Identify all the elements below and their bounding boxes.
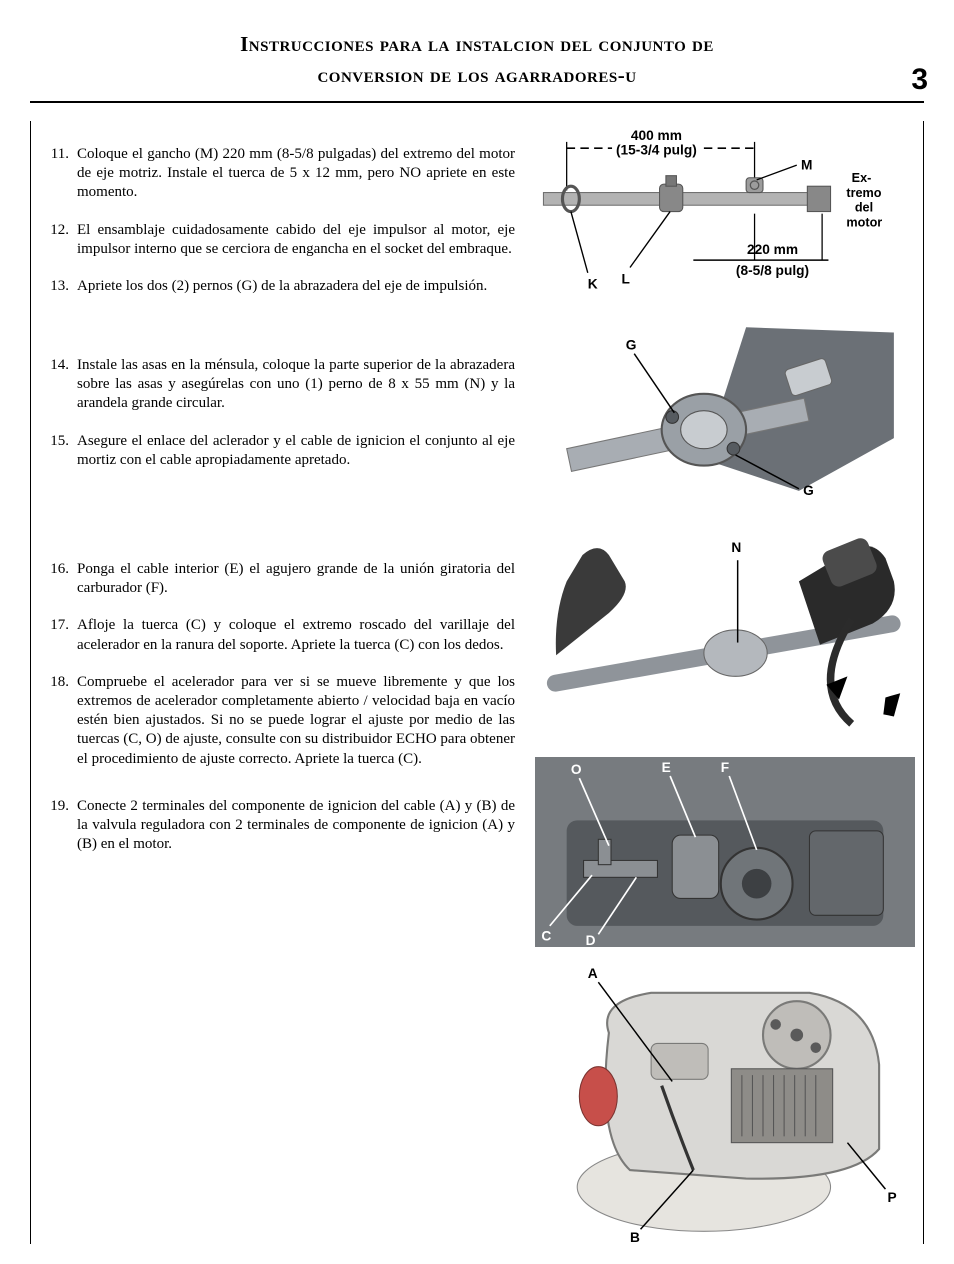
label-N: N bbox=[731, 540, 741, 555]
instructions-column: 11.Coloque el gancho (M) 220 mm (8-5/8 p… bbox=[45, 121, 515, 1244]
side-label-3: del bbox=[855, 201, 873, 215]
label-M: M bbox=[801, 157, 812, 172]
label-G-bot: G bbox=[803, 483, 814, 498]
side-label-1: Ex- bbox=[852, 171, 872, 185]
step-item: 17.Afloje la tuerca (C) y coloque el ext… bbox=[45, 616, 515, 654]
label-E: E bbox=[662, 760, 671, 775]
label-C: C bbox=[541, 929, 551, 944]
label-K: K bbox=[588, 277, 598, 292]
step-item: 11.Coloque el gancho (M) 220 mm (8-5/8 p… bbox=[45, 145, 515, 203]
step-item: 13.Apriete los dos (2) pernos (G) de la … bbox=[45, 277, 515, 296]
step-number: 19. bbox=[45, 797, 75, 816]
figure-clamp-g: G G bbox=[535, 322, 915, 507]
figure-engine-terminals: A B P bbox=[535, 959, 915, 1244]
dim-220mm: 220 mm bbox=[747, 242, 798, 257]
dim-400mm-in: (15-3/4 pulg) bbox=[616, 143, 697, 158]
figure-shaft-dimensions: 400 mm (15-3/4 pulg) bbox=[535, 125, 915, 310]
figures-column: 400 mm (15-3/4 pulg) bbox=[535, 121, 915, 1244]
side-label-2: tremo bbox=[846, 186, 881, 200]
step-text: Afloje la tuerca (C) y coloque el extrem… bbox=[75, 616, 515, 654]
step-number: 18. bbox=[45, 673, 75, 692]
step-item: 12.El ensamblaje cuidadosamente cabido d… bbox=[45, 221, 515, 259]
label-D: D bbox=[586, 933, 596, 947]
step-text: Conecte 2 terminales del componente de i… bbox=[75, 797, 515, 855]
label-A: A bbox=[588, 966, 598, 981]
step-text: Ponga el cable interior (E) el agujero g… bbox=[75, 560, 515, 598]
figure-carburetor: O E F C D bbox=[535, 757, 915, 947]
step-number: 11. bbox=[45, 145, 75, 164]
side-label-4: motor bbox=[846, 215, 882, 229]
label-P: P bbox=[888, 1190, 897, 1205]
dim-400mm: 400 mm bbox=[631, 128, 682, 143]
label-B: B bbox=[630, 1230, 640, 1244]
page-number: 3 bbox=[911, 63, 928, 97]
label-O: O bbox=[571, 762, 582, 777]
step-item: 18.Compruebe el acelerador para ver si s… bbox=[45, 673, 515, 769]
step-number: 12. bbox=[45, 221, 75, 240]
step-item: 15.Asegure el enlace del aclerador y el … bbox=[45, 432, 515, 470]
step-text: Apriete los dos (2) pernos (G) de la abr… bbox=[75, 277, 515, 296]
title-line-2: conversion de los agarradores-u bbox=[30, 59, 924, 93]
figure-handlebar-n: N bbox=[535, 518, 915, 745]
step-text: Coloque el gancho (M) 220 mm (8-5/8 pulg… bbox=[75, 145, 515, 203]
step-number: 16. bbox=[45, 560, 75, 579]
steps-list: 11.Coloque el gancho (M) 220 mm (8-5/8 p… bbox=[45, 145, 515, 854]
step-number: 13. bbox=[45, 277, 75, 296]
step-text: Compruebe el acelerador para ver si se m… bbox=[75, 673, 515, 769]
dim-220mm-in: (8-5/8 pulg) bbox=[736, 263, 809, 278]
step-item: 19.Conecte 2 terminales del componente d… bbox=[45, 797, 515, 855]
step-number: 14. bbox=[45, 356, 75, 375]
step-item: 14.Instale las asas en la ménsula, coloq… bbox=[45, 356, 515, 414]
title-line-1: Instrucciones para la instalcion del con… bbox=[30, 30, 924, 59]
page-header: Instrucciones para la instalcion del con… bbox=[30, 30, 924, 103]
step-text: Instale las asas en la ménsula, coloque … bbox=[75, 356, 515, 414]
step-item: 16.Ponga el cable interior (E) el agujer… bbox=[45, 560, 515, 598]
step-text: El ensamblaje cuidadosamente cabido del … bbox=[75, 221, 515, 259]
label-L: L bbox=[622, 271, 630, 286]
label-F: F bbox=[721, 760, 729, 775]
step-text: Asegure el enlace del aclerador y el cab… bbox=[75, 432, 515, 470]
step-number: 15. bbox=[45, 432, 75, 451]
content-area: 11.Coloque el gancho (M) 220 mm (8-5/8 p… bbox=[30, 121, 924, 1244]
step-number: 17. bbox=[45, 616, 75, 635]
label-G-top: G bbox=[626, 337, 637, 352]
